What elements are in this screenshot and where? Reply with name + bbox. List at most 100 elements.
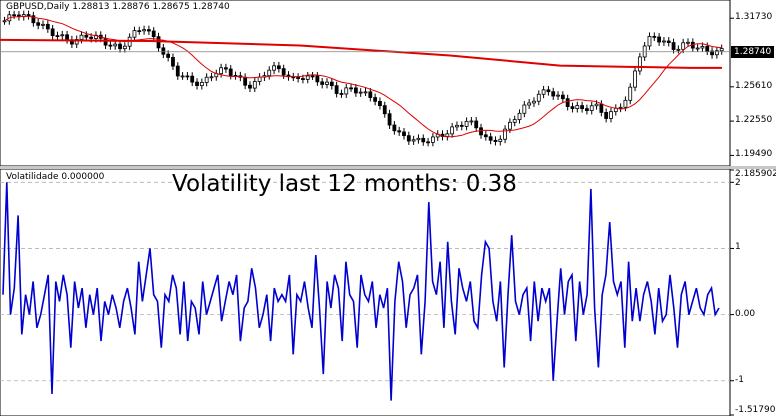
candle-body	[224, 67, 228, 70]
indicator-axis-label: 2	[735, 178, 741, 189]
candle-body	[652, 35, 657, 38]
candle-body	[320, 81, 325, 85]
candle-body	[50, 28, 55, 37]
candle-body	[633, 70, 637, 88]
candle-body	[142, 29, 146, 32]
candle-body	[41, 23, 45, 26]
candle-body	[503, 128, 507, 140]
candle-body	[329, 81, 334, 87]
candle-body	[257, 76, 262, 82]
candle-body	[657, 36, 662, 43]
volatility-indicator-pane[interactable]: Volatilidade 0.000000 Volatility last 12…	[0, 169, 776, 416]
candle-body	[315, 75, 320, 83]
candle-body	[541, 89, 546, 95]
candles	[2, 10, 724, 147]
candle-body	[671, 42, 676, 50]
candle-body	[373, 97, 378, 102]
candle-body	[647, 35, 652, 47]
candle-body	[637, 56, 642, 72]
candle-body	[445, 133, 450, 137]
candle-body	[397, 130, 402, 133]
candle-body	[599, 103, 604, 113]
candle-body	[199, 82, 204, 87]
candle-body	[551, 91, 556, 97]
price-chart-canvas[interactable]	[0, 0, 776, 166]
price-axis-label: 1.22550	[735, 115, 773, 126]
candle-body	[570, 106, 575, 109]
volatility-line	[2, 182, 720, 401]
candle-body	[469, 120, 474, 123]
candle-body	[31, 15, 36, 24]
candle-body	[132, 30, 137, 38]
candle-body	[310, 75, 315, 78]
candle-body	[248, 84, 252, 89]
volatility-chart-canvas[interactable]	[0, 169, 776, 416]
candle-body	[301, 78, 305, 80]
candle-body	[580, 105, 584, 110]
candle-body	[228, 68, 233, 76]
candle-body	[585, 108, 589, 111]
candle-body	[662, 40, 666, 43]
candle-body	[604, 112, 609, 119]
candle-body	[219, 67, 224, 75]
pane-separator[interactable]	[0, 166, 776, 169]
candle-body	[36, 22, 41, 26]
candle-body	[118, 43, 122, 50]
price-chart-pane[interactable]: GBPUSD,Daily 1.28813 1.28876 1.28675 1.2…	[0, 0, 776, 166]
candle-body	[305, 75, 310, 80]
candle-body	[195, 81, 199, 87]
candle-body	[710, 50, 714, 56]
candle-body	[546, 89, 551, 93]
candle-body	[676, 48, 681, 51]
candle-body	[166, 53, 171, 58]
candle-body	[416, 137, 421, 141]
candle-body	[402, 131, 406, 137]
current-price-label: 1.28740	[731, 45, 775, 58]
candle-body	[267, 69, 272, 77]
candle-body	[358, 91, 363, 94]
candle-body	[175, 65, 180, 77]
candle-body	[686, 41, 690, 44]
candle-body	[714, 50, 719, 56]
candle-body	[325, 81, 329, 85]
candle-body	[272, 65, 276, 71]
candle-body	[681, 42, 686, 50]
candle-body	[353, 87, 358, 94]
candle-body	[421, 137, 426, 143]
candle-body	[378, 100, 382, 107]
chart-symbol-title: GBPUSD,Daily 1.28813 1.28876 1.28675 1.2…	[6, 2, 230, 12]
candle-body	[55, 35, 60, 38]
candle-body	[103, 37, 108, 46]
candle-body	[89, 36, 94, 39]
candle-body	[84, 34, 89, 38]
candle-body	[406, 135, 411, 142]
candle-body	[209, 76, 214, 79]
candle-body	[344, 87, 349, 95]
indicator-axis-label: 1	[735, 242, 741, 253]
indicator-axis-label: 2.185902	[735, 169, 776, 179]
candle-body	[79, 34, 84, 40]
candle-body	[623, 99, 628, 108]
candle-body	[565, 98, 570, 107]
candle-body	[479, 127, 483, 136]
candle-body	[594, 103, 599, 107]
candle-body	[493, 139, 498, 142]
candle-body	[65, 34, 69, 41]
candle-body	[705, 46, 710, 52]
candle-body	[243, 76, 248, 86]
candle-body	[522, 104, 527, 114]
candle-body	[430, 136, 435, 143]
candle-body	[276, 65, 281, 70]
candle-body	[512, 119, 517, 123]
candle-body	[26, 14, 31, 17]
candle-body	[339, 93, 344, 95]
candle-body	[507, 121, 512, 130]
candle-body	[464, 120, 469, 127]
candle-body	[488, 136, 493, 141]
indicator-title: Volatilidade 0.000000	[6, 172, 105, 182]
candle-body	[146, 29, 151, 32]
candle-body	[281, 68, 286, 76]
moving-average-long	[0, 38, 722, 69]
candle-body	[628, 86, 633, 101]
candle-body	[45, 23, 50, 30]
